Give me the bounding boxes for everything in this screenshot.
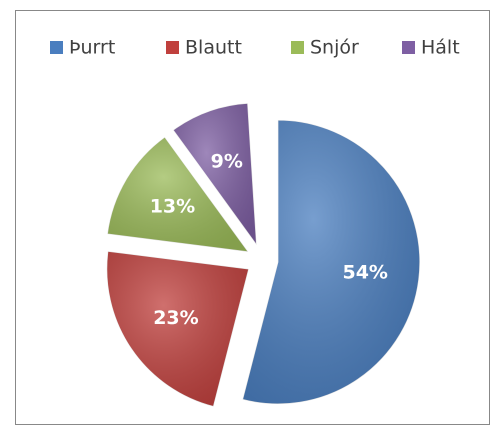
pie: 54% 23% 13% 9% (106, 102, 421, 408)
legend-swatch (166, 41, 179, 54)
slice-shade (106, 251, 249, 407)
legend-swatch (291, 41, 304, 54)
legend-swatch (50, 41, 63, 54)
legend-label: Þurrt (69, 37, 115, 59)
legend: Þurrt Blautt Snjór Hált (50, 37, 460, 59)
slice-shade (107, 136, 249, 252)
legend-swatch (402, 41, 415, 54)
legend-label: Snjór (310, 37, 359, 59)
legend-label: Hált (421, 37, 460, 59)
slice-shade (242, 120, 420, 405)
data-label: 13% (150, 196, 195, 218)
data-label: 54% (342, 262, 387, 284)
legend-label: Blautt (185, 37, 242, 59)
data-label: 9% (211, 151, 243, 173)
slice-shade (173, 103, 257, 245)
data-label: 23% (153, 307, 198, 329)
